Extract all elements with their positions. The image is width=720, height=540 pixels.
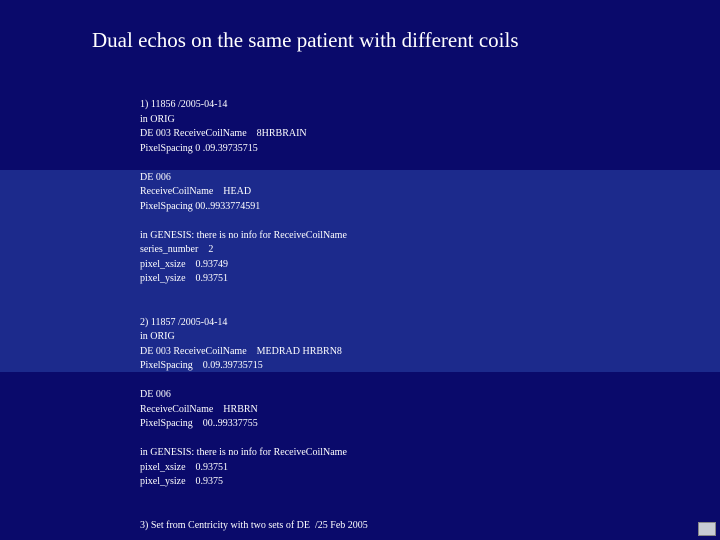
b2-l10: pixel_ysize 0.9375 — [140, 476, 223, 487]
b1-l6: ReceiveCoilName HEAD — [140, 186, 251, 197]
b1-l1: 1) 11856 /2005-04-14 — [140, 99, 227, 110]
b2-l4: PixelSpacing 0.09.39735715 — [140, 360, 263, 371]
b1-l11: pixel_ysize 0.93751 — [140, 273, 228, 284]
b1-l5: DE 006 — [140, 172, 171, 183]
b3-l1: 3) Set from Centricity with two sets of … — [140, 520, 368, 531]
b1-l9: series_number 2 — [140, 244, 213, 255]
slide-body: 1) 11856 /2005-04-14 in ORIG DE 003 Rece… — [140, 98, 368, 533]
b2-l3: DE 003 ReceiveCoilName MEDRAD HRBRN8 — [140, 346, 342, 357]
b1-l8: in GENESIS: there is no info for Receive… — [140, 230, 347, 241]
b2-l2: in ORIG — [140, 331, 175, 342]
b1-l3: DE 003 ReceiveCoilName 8HRBRAIN — [140, 128, 307, 139]
slide-nav-icon[interactable] — [698, 522, 716, 536]
b2-l6: ReceiveCoilName HRBRN — [140, 404, 258, 415]
b2-l8: in GENESIS: there is no info for Receive… — [140, 447, 347, 458]
b1-l4: PixelSpacing 0 .09.39735715 — [140, 143, 258, 154]
b2-l5: DE 006 — [140, 389, 171, 400]
b2-l7: PixelSpacing 00..99337755 — [140, 418, 258, 429]
slide-title: Dual echos on the same patient with diff… — [92, 28, 519, 53]
b2-l1: 2) 11857 /2005-04-14 — [140, 317, 227, 328]
b2-l9: pixel_xsize 0.93751 — [140, 462, 228, 473]
b1-l2: in ORIG — [140, 114, 175, 125]
b1-l10: pixel_xsize 0.93749 — [140, 259, 228, 270]
b1-l7: PixelSpacing 00..9933774591 — [140, 201, 260, 212]
